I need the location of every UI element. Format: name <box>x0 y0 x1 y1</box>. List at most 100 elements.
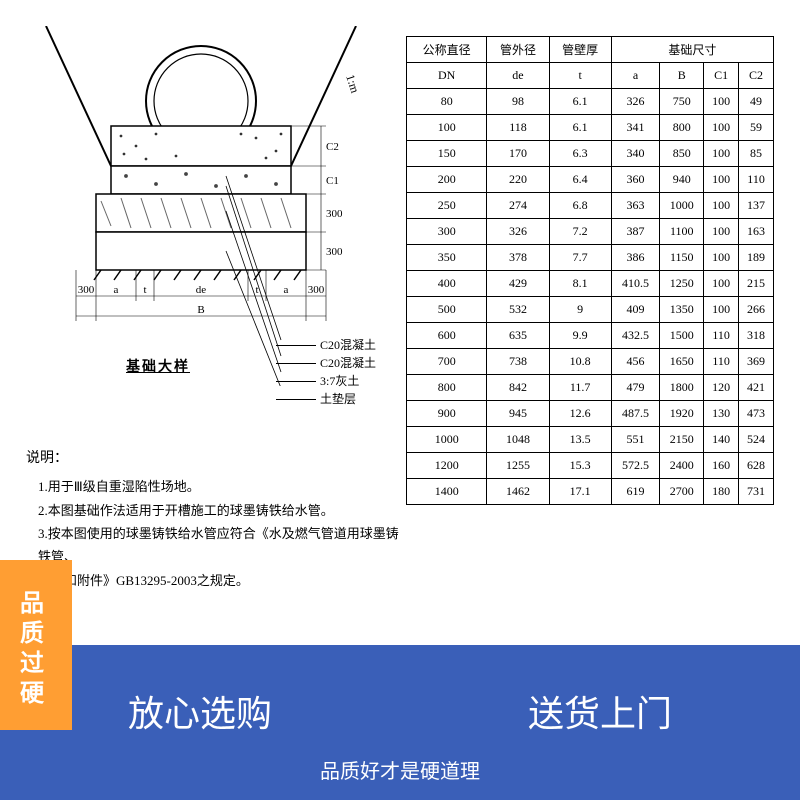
th2-1: de <box>487 63 549 89</box>
cell-6-4: 1150 <box>660 245 704 271</box>
cell-15-5: 180 <box>704 479 739 505</box>
cell-11-0: 800 <box>407 375 487 401</box>
cell-1-5: 100 <box>704 115 739 141</box>
banner-item-1: 送货上门 <box>528 685 672 737</box>
cell-14-2: 15.3 <box>549 453 611 479</box>
table-row: 2002206.4360940100110 <box>407 167 774 193</box>
banner-item-0: 放心选购 <box>128 685 272 737</box>
cell-2-5: 100 <box>704 141 739 167</box>
cell-1-2: 6.1 <box>549 115 611 141</box>
cell-12-4: 1920 <box>660 401 704 427</box>
table-row: 80986.132675010049 <box>407 89 774 115</box>
cell-9-6: 318 <box>739 323 774 349</box>
diagram-legend: C20混凝土 C20混凝土 3:7灰土 土垫层 <box>276 336 376 408</box>
cell-2-3: 340 <box>611 141 660 167</box>
cell-3-4: 940 <box>660 167 704 193</box>
cell-3-2: 6.4 <box>549 167 611 193</box>
cell-14-3: 572.5 <box>611 453 660 479</box>
cell-12-5: 130 <box>704 401 739 427</box>
cell-7-5: 100 <box>704 271 739 297</box>
side-badge: 品 质 过 硬 <box>0 560 72 730</box>
cell-13-6: 524 <box>739 427 774 453</box>
cell-1-3: 341 <box>611 115 660 141</box>
cell-5-5: 100 <box>704 219 739 245</box>
cell-11-6: 421 <box>739 375 774 401</box>
cell-15-0: 1400 <box>407 479 487 505</box>
foundation-diagram: 1:m <box>26 26 376 386</box>
cell-7-6: 215 <box>739 271 774 297</box>
cell-5-2: 7.2 <box>549 219 611 245</box>
cell-0-1: 98 <box>487 89 549 115</box>
cell-15-4: 2700 <box>660 479 704 505</box>
cell-6-1: 378 <box>487 245 549 271</box>
cell-8-3: 409 <box>611 297 660 323</box>
banner-sub: 品质好才是硬道理 <box>0 755 800 784</box>
cell-6-3: 386 <box>611 245 660 271</box>
cell-8-1: 532 <box>487 297 549 323</box>
cell-0-4: 750 <box>660 89 704 115</box>
cell-3-0: 200 <box>407 167 487 193</box>
cell-13-3: 551 <box>611 427 660 453</box>
th2-5: C1 <box>704 63 739 89</box>
table-row: 1501706.334085010085 <box>407 141 774 167</box>
cell-11-1: 842 <box>487 375 549 401</box>
cell-10-1: 738 <box>487 349 549 375</box>
dimension-table: 公称直径 管外径 管壁厚 基础尺寸 DNdetaBC1C2 80986.1326… <box>406 36 774 505</box>
cell-1-1: 118 <box>487 115 549 141</box>
dim-de: de <box>196 284 207 296</box>
cell-1-0: 100 <box>407 115 487 141</box>
bottom-banner: 放心选购 送货上门 品质好才是硬道理 <box>0 645 800 800</box>
table-row: 2502746.83631000100137 <box>407 193 774 219</box>
table-row: 1000104813.55512150140524 <box>407 427 774 453</box>
cell-9-3: 432.5 <box>611 323 660 349</box>
dim-300b: 300 <box>326 246 343 258</box>
legend-1: C20混凝土 <box>320 354 376 372</box>
cell-4-3: 363 <box>611 193 660 219</box>
notes-title: 说明： <box>26 446 406 471</box>
dim-a2: a <box>284 284 289 296</box>
cell-0-2: 6.1 <box>549 89 611 115</box>
table-row: 70073810.84561650110369 <box>407 349 774 375</box>
cell-0-6: 49 <box>739 89 774 115</box>
cell-5-6: 163 <box>739 219 774 245</box>
cell-15-1: 1462 <box>487 479 549 505</box>
cell-8-4: 1350 <box>660 297 704 323</box>
cell-11-3: 479 <box>611 375 660 401</box>
th-t: 管壁厚 <box>549 37 611 63</box>
diagram-title: 基础大样 <box>126 356 190 376</box>
legend-2: 3:7灰土 <box>320 372 359 390</box>
cell-11-2: 11.7 <box>549 375 611 401</box>
table-row: 50053294091350100266 <box>407 297 774 323</box>
dim-c1: C1 <box>326 175 339 187</box>
note-1: 1.用于Ⅲ级自重湿陷性场地。 <box>26 475 406 498</box>
cell-14-1: 1255 <box>487 453 549 479</box>
cell-4-1: 274 <box>487 193 549 219</box>
cell-3-6: 110 <box>739 167 774 193</box>
notes-block: 说明： 1.用于Ⅲ级自重湿陷性场地。 2.本图基础作法适用于开槽施工的球墨铸铁给… <box>26 446 406 592</box>
note-4: 管件和附件》GB13295-2003之规定。 <box>26 569 406 592</box>
table-row: 1400146217.16192700180731 <box>407 479 774 505</box>
cell-7-3: 410.5 <box>611 271 660 297</box>
cell-14-4: 2400 <box>660 453 704 479</box>
dim-t1: t <box>143 284 146 296</box>
cell-13-0: 1000 <box>407 427 487 453</box>
table-row: 3503787.73861150100189 <box>407 245 774 271</box>
cell-1-6: 59 <box>739 115 774 141</box>
th-group: 基础尺寸 <box>611 37 773 63</box>
table-row: 1200125515.3572.52400160628 <box>407 453 774 479</box>
th-de: 管外径 <box>487 37 549 63</box>
dim-300a: 300 <box>326 208 343 220</box>
th-dn: 公称直径 <box>407 37 487 63</box>
cell-9-2: 9.9 <box>549 323 611 349</box>
table-row: 3003267.23871100100163 <box>407 219 774 245</box>
cell-13-5: 140 <box>704 427 739 453</box>
dim-a1: a <box>114 284 119 296</box>
cell-14-5: 160 <box>704 453 739 479</box>
cell-2-0: 150 <box>407 141 487 167</box>
cell-7-0: 400 <box>407 271 487 297</box>
cell-10-0: 700 <box>407 349 487 375</box>
scale-label: 1:m <box>343 73 362 96</box>
cell-12-0: 900 <box>407 401 487 427</box>
cell-12-1: 945 <box>487 401 549 427</box>
table-row: 1001186.134180010059 <box>407 115 774 141</box>
